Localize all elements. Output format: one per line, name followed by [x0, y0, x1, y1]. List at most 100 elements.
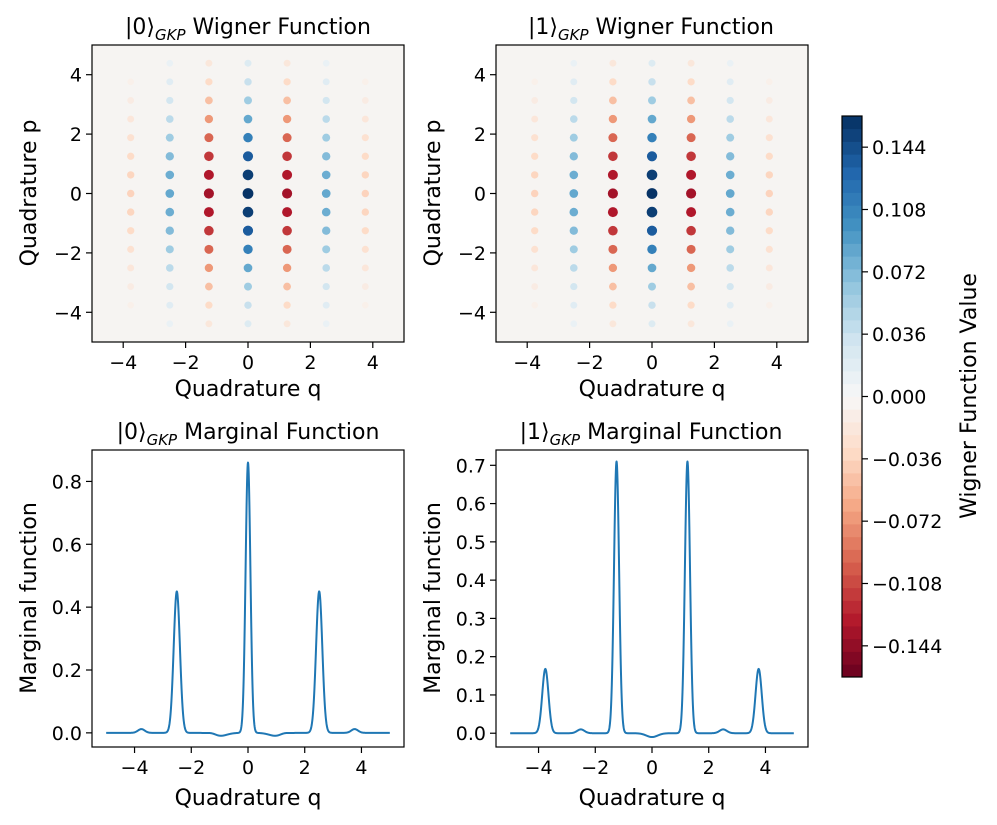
wigner-peak — [204, 263, 214, 273]
colorbar-label: Wigner Function Value — [957, 273, 982, 519]
wigner-peak — [361, 78, 369, 86]
wigner-peak — [531, 134, 539, 142]
colorbar-band — [842, 345, 862, 359]
colorbar-band — [842, 473, 862, 487]
colorbar-band — [842, 651, 862, 665]
colorbar-band — [842, 447, 862, 461]
wigner-peak — [765, 152, 773, 160]
marginal-0-line — [105, 461, 391, 737]
wigner-peak — [204, 151, 214, 162]
wigner-peak — [607, 207, 618, 218]
wigner-peak — [726, 301, 734, 309]
y-tick-label: −4 — [54, 302, 82, 324]
y-tick-label: 0.1 — [456, 685, 486, 707]
wigner-0-panel: |0⟩GKP Wigner Function −4 −2 0 2 4 −4 −2 0 2 4 Q… — [17, 15, 405, 402]
colorbar-band — [842, 498, 862, 512]
x-tick-label: 2 — [299, 757, 311, 779]
wigner-1-title-sub: GKP — [558, 26, 589, 44]
wigner-peak — [609, 78, 617, 86]
colorbar-band — [842, 294, 862, 308]
wigner-peak — [607, 188, 618, 199]
wigner-peak — [322, 78, 330, 86]
wigner-peak — [726, 96, 734, 105]
colorbar-band — [842, 256, 862, 270]
x-tick-label: 4 — [367, 352, 379, 374]
wigner-peak — [322, 301, 330, 309]
wigner-peak — [570, 282, 578, 291]
wigner-peak — [765, 115, 773, 123]
y-tick-label: 0.2 — [52, 660, 82, 682]
wigner-peak — [726, 133, 735, 142]
colorbar-band — [842, 396, 862, 410]
wigner-peak — [322, 133, 331, 142]
colorbar-tick-label: −0.036 — [872, 449, 942, 471]
wigner-peak — [165, 207, 175, 217]
y-tick-label: 0.0 — [52, 723, 82, 745]
x-tick-label: 0 — [242, 352, 254, 374]
wigner-peak — [648, 59, 656, 67]
wigner-peak — [608, 244, 618, 254]
marginal-1-title-sub: GKP — [550, 431, 581, 449]
wigner-peak — [686, 114, 696, 124]
y-tick-label: 4 — [474, 65, 486, 87]
wigner-peak — [361, 97, 369, 104]
wigner-peak — [687, 59, 695, 67]
wigner-peak — [569, 264, 578, 272]
colorbar-band — [842, 409, 862, 423]
wigner-peak — [686, 151, 696, 162]
wigner-peak — [205, 301, 213, 309]
wigner-peak — [204, 114, 214, 124]
colorbar-band — [842, 638, 862, 652]
wigner-peak — [243, 263, 253, 273]
marginal-0-title-ket: |0⟩ — [117, 420, 147, 445]
colorbar-tick-label: −0.108 — [872, 574, 942, 596]
x-tick-label: −2 — [172, 352, 200, 374]
wigner-peak — [322, 264, 331, 272]
wigner-peak — [686, 263, 696, 273]
colorbar-band — [842, 281, 862, 295]
colorbar-ticks: 0.144 0.108 0.072 0.036 0.000 −0.036 −0.072 −0.… — [862, 137, 942, 658]
wigner-peak — [127, 283, 135, 290]
marginal-1-panel: |1⟩GKP Marginal Function −4 −2 0 2 4 0.00.10… — [421, 420, 809, 811]
colorbar-band — [842, 664, 862, 678]
wigner-peak — [243, 132, 253, 143]
wigner-1-title-ket: |1⟩ — [528, 15, 558, 40]
wigner-peak — [282, 133, 292, 143]
marginal-0-yticks: 0.0 0.2 0.4 0.6 0.8 — [52, 471, 92, 745]
wigner-peak — [361, 152, 369, 160]
wigner-peak — [127, 208, 135, 216]
wigner-peak — [608, 263, 618, 273]
wigner-peak — [361, 245, 369, 253]
wigner-peak — [647, 114, 657, 124]
marginal-1-title: |1⟩GKP Marginal Function — [520, 420, 783, 449]
wigner-peak — [569, 189, 579, 198]
wigner-peak — [570, 320, 578, 328]
wigner-peak — [205, 78, 213, 86]
wigner-peak — [647, 244, 657, 255]
colorbar-band — [842, 626, 862, 640]
wigner-peak — [204, 244, 214, 254]
wigner-peak — [127, 134, 135, 142]
wigner-peak — [647, 132, 657, 143]
colorbar-band — [842, 192, 862, 206]
wigner-peak — [166, 59, 174, 67]
colorbar-bands — [842, 116, 862, 678]
colorbar-band — [842, 179, 862, 193]
colorbar-band — [842, 154, 862, 168]
wigner-peak — [244, 282, 252, 291]
wigner-peak — [321, 170, 331, 180]
y-tick-label: 0.5 — [456, 532, 486, 554]
wigner-peak — [531, 283, 539, 290]
wigner-0-title-sub: GKP — [155, 26, 186, 44]
wigner-peak — [686, 169, 697, 180]
wigner-peak — [322, 282, 330, 291]
wigner-peak — [322, 152, 331, 161]
x-tick-label: 2 — [703, 757, 715, 779]
colorbar-band — [842, 332, 862, 346]
colorbar-band — [842, 575, 862, 589]
wigner-peak — [322, 96, 330, 105]
colorbar-band — [842, 358, 862, 372]
wigner-peak — [165, 189, 175, 198]
wigner-peak — [203, 207, 214, 218]
wigner-peak — [166, 301, 174, 309]
